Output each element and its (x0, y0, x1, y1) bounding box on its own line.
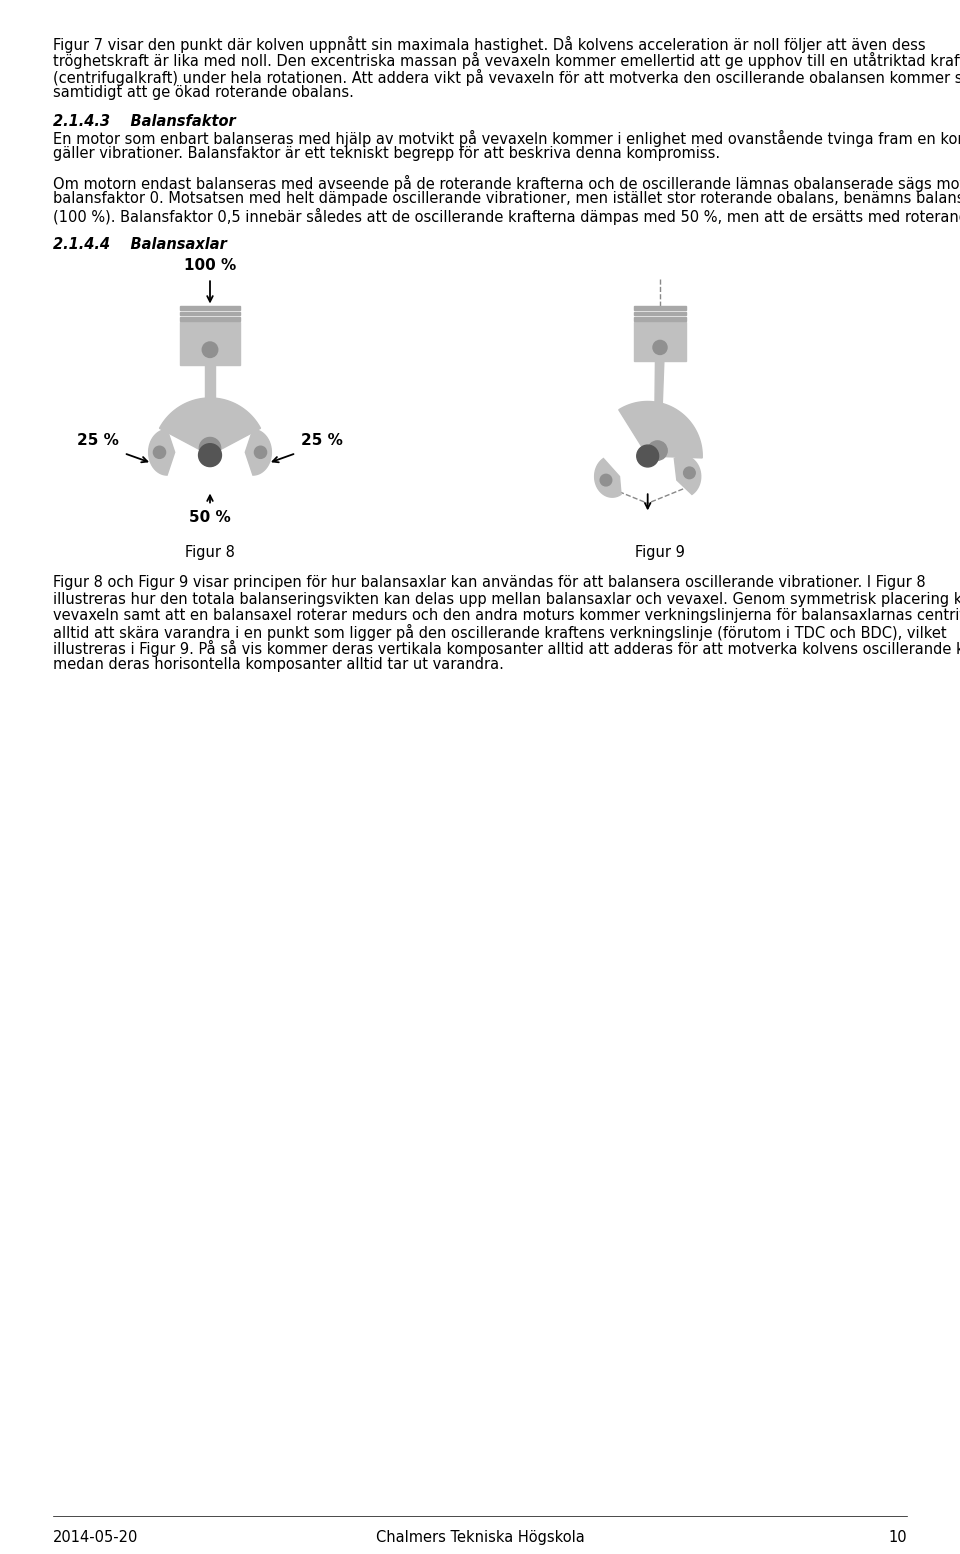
Bar (180, 317, 240, 320)
Polygon shape (159, 398, 260, 455)
Polygon shape (619, 401, 702, 458)
Text: Figur 8: Figur 8 (185, 545, 235, 561)
Text: Figur 9: Figur 9 (636, 545, 684, 561)
Circle shape (199, 444, 222, 466)
Text: gäller vibrationer. Balansfaktor är ett tekniskt begrepp för att beskriva denna : gäller vibrationer. Balansfaktor är ett … (53, 146, 720, 162)
Text: 25 %: 25 % (301, 434, 343, 448)
Text: balansfaktor 0. Motsatsen med helt dämpade oscillerande vibrationer, men iställe: balansfaktor 0. Motsatsen med helt dämpa… (53, 191, 960, 207)
Text: (100 %). Balansfaktor 0,5 innebär således att de oscillerande krafterna dämpas m: (100 %). Balansfaktor 0,5 innebär sålede… (53, 208, 960, 225)
Text: En motor som enbart balanseras med hjälp av motvikt på vevaxeln kommer i enlighe: En motor som enbart balanseras med hjälp… (53, 131, 960, 148)
Text: 100 %: 100 % (184, 258, 236, 274)
Text: 50 %: 50 % (189, 510, 230, 525)
Text: alltid att skära varandra i en punkt som ligger på den oscillerande kraftens ver: alltid att skära varandra i en punkt som… (53, 625, 947, 642)
Bar (635, 317, 685, 320)
Circle shape (254, 446, 267, 458)
Text: (centrifugalkraft) under hela rotationen. Att addera vikt på vevaxeln för att mo: (centrifugalkraft) under hela rotationen… (53, 68, 960, 85)
Circle shape (200, 438, 221, 458)
Circle shape (656, 343, 664, 353)
Text: Figur 7 visar den punkt där kolven uppnått sin maximala hastighet. Då kolvens ac: Figur 7 visar den punkt där kolven uppnå… (53, 36, 925, 53)
Text: 10: 10 (888, 1531, 907, 1545)
Circle shape (636, 444, 659, 466)
Text: vevaxeln samt att en balansaxel roterar medurs och den andra moturs kommer verkn: vevaxeln samt att en balansaxel roterar … (53, 608, 960, 623)
Text: 2014-05-20: 2014-05-20 (53, 1531, 138, 1545)
Text: Om motorn endast balanseras med avseende på de roterande krafterna och de oscill: Om motorn endast balanseras med avseende… (53, 176, 960, 193)
Text: 2.1.4.3    Balansfaktor: 2.1.4.3 Balansfaktor (53, 113, 236, 129)
Text: medan deras horisontella komposanter alltid tar ut varandra.: medan deras horisontella komposanter all… (53, 657, 504, 671)
Circle shape (204, 345, 215, 354)
Polygon shape (594, 458, 621, 497)
Polygon shape (149, 429, 175, 476)
Text: illustreras i Figur 9. På så vis kommer deras vertikala komposanter alltid att a: illustreras i Figur 9. På så vis kommer … (53, 640, 960, 657)
Text: Chalmers Tekniska Högskola: Chalmers Tekniska Högskola (375, 1531, 585, 1545)
Text: samtidigt att ge ökad roterande obalans.: samtidigt att ge ökad roterande obalans. (53, 85, 354, 99)
Text: 25 %: 25 % (77, 434, 119, 448)
Polygon shape (674, 455, 701, 494)
Bar (180, 306, 240, 309)
Polygon shape (246, 429, 272, 476)
Circle shape (154, 446, 165, 458)
Bar (180, 312, 240, 315)
Text: illustreras hur den totala balanseringsvikten kan delas upp mellan balansaxlar o: illustreras hur den totala balanseringsv… (53, 592, 960, 606)
Circle shape (684, 468, 695, 479)
Circle shape (653, 340, 667, 354)
Circle shape (600, 474, 612, 486)
Bar (635, 306, 685, 309)
Bar (635, 322, 685, 361)
Text: 2.1.4.4    Balansaxlar: 2.1.4.4 Balansaxlar (53, 236, 227, 252)
Circle shape (648, 441, 667, 460)
Bar (635, 312, 685, 315)
Circle shape (203, 342, 218, 357)
Text: tröghetskraft är lika med noll. Den excentriska massan på vevaxeln kommer emelle: tröghetskraft är lika med noll. Den exce… (53, 53, 960, 70)
Bar (205, 350, 215, 448)
Text: Figur 8 och Figur 9 visar principen för hur balansaxlar kan användas för att bal: Figur 8 och Figur 9 visar principen för … (53, 575, 925, 591)
Bar (180, 322, 240, 365)
Polygon shape (655, 348, 664, 451)
